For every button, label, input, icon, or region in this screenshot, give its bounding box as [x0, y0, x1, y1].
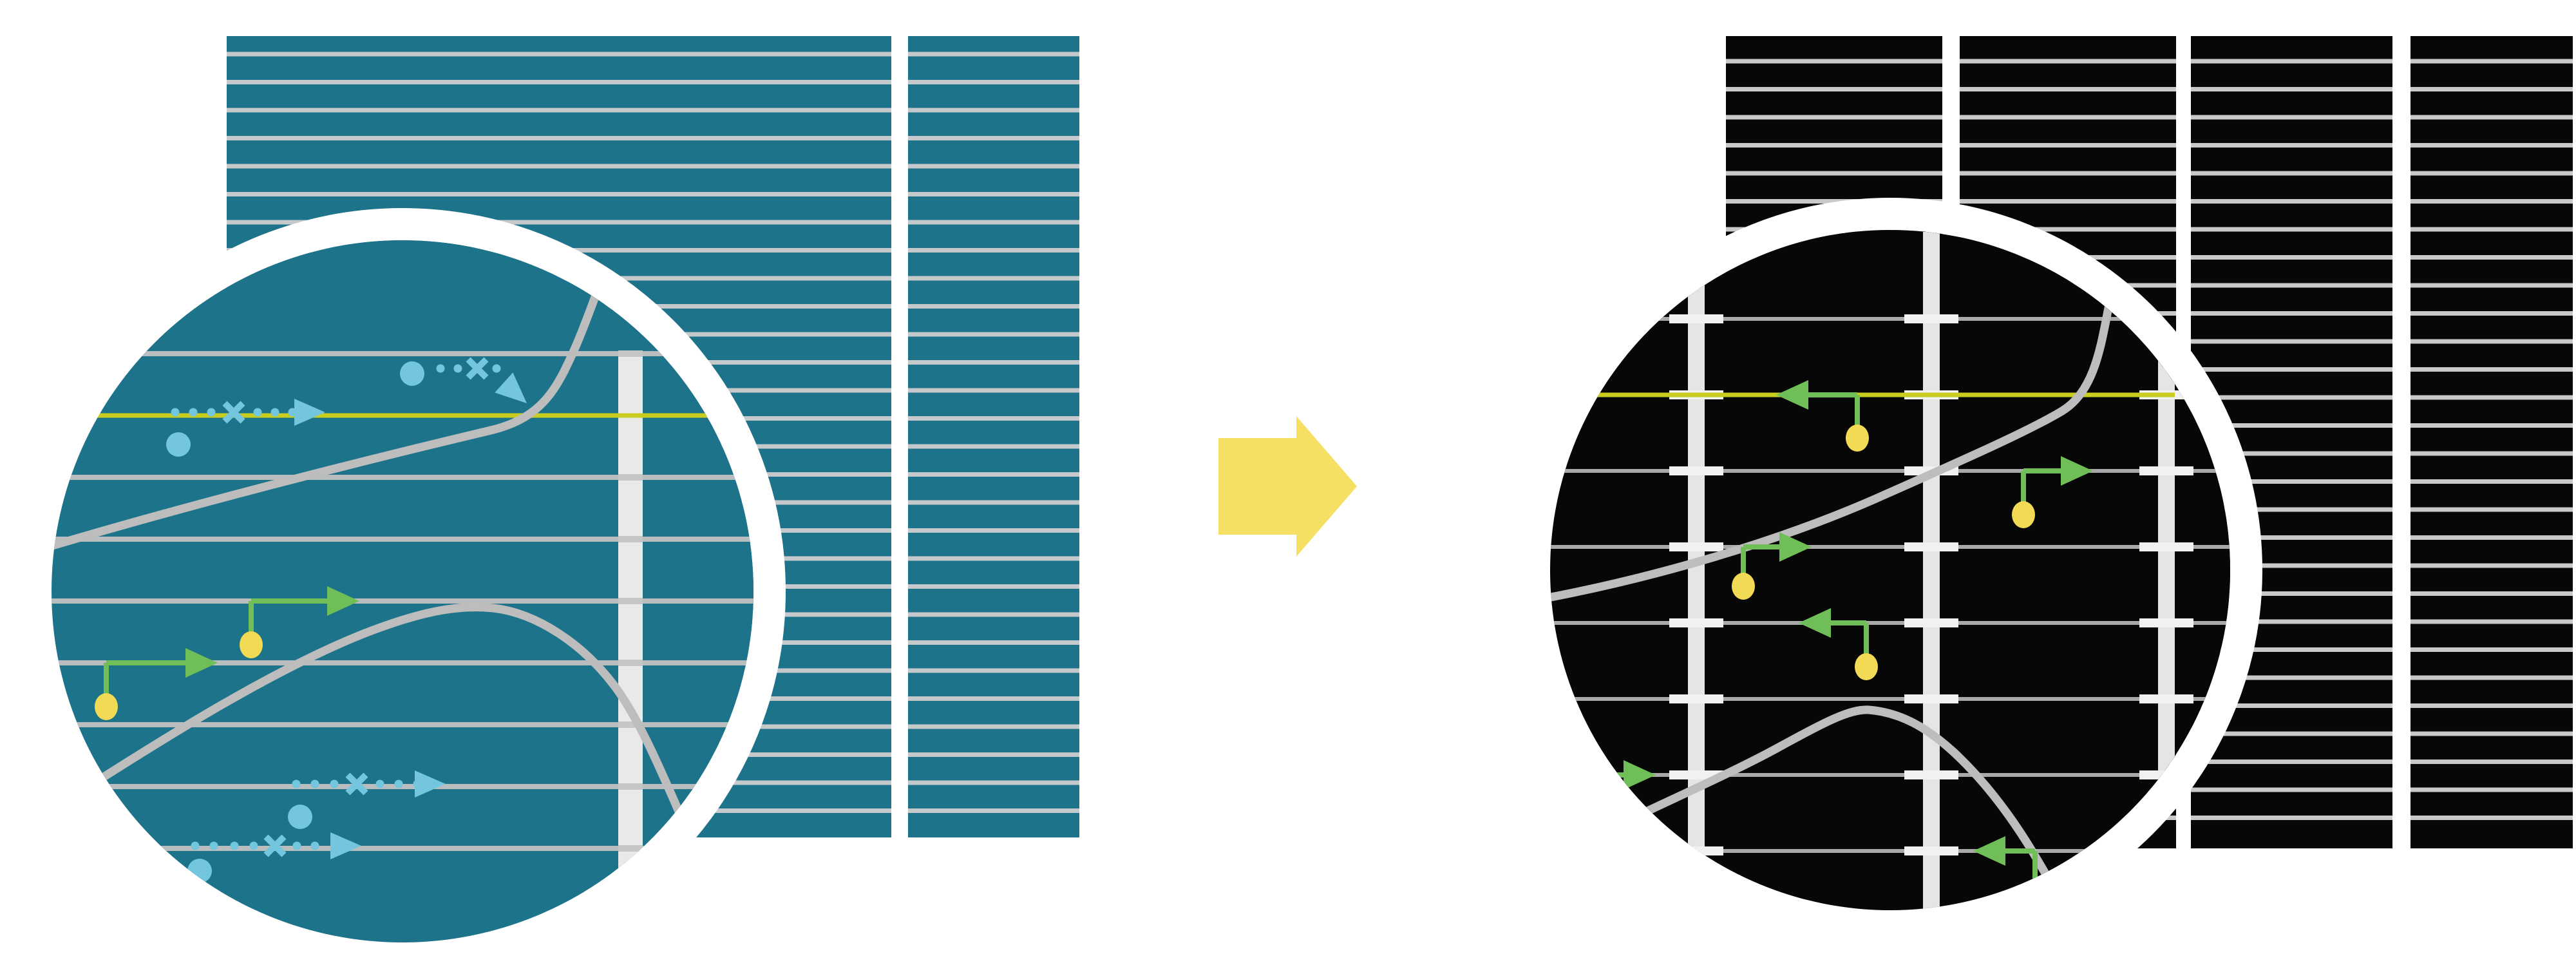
collected-carrier-arrow [1776, 380, 1869, 452]
arrowhead-icon [1779, 532, 1812, 562]
dotted-path-dot [310, 841, 319, 850]
magnifier-lens [1550, 230, 2230, 910]
carrier-dot-yellow [95, 693, 118, 720]
grain-boundary-line [52, 269, 609, 551]
busbar-tick [618, 598, 643, 604]
grain-boundary-line [1550, 271, 2119, 602]
arrowhead-icon [327, 586, 359, 616]
process-arrow-icon [1218, 416, 1357, 557]
recombination-x-icon [222, 401, 245, 424]
carrier-dot [400, 361, 424, 386]
carrier-dot-yellow [1732, 573, 1755, 600]
solder-pad [2139, 618, 2193, 627]
blocked-carrier-arrow [166, 399, 325, 457]
collected-carrier-arrow [1799, 608, 1878, 680]
busbar-tick [618, 845, 643, 852]
dotted-path-dot [436, 364, 445, 373]
solder-pad [2139, 542, 2193, 551]
solder-pad [1669, 694, 1723, 703]
arrowhead-icon [1776, 380, 1808, 410]
dotted-path-dot [191, 841, 200, 850]
carrier-dot-yellow [240, 631, 263, 658]
solder-pad [1904, 846, 1958, 855]
carrier-dot [288, 805, 312, 829]
collected-carrier-arrow [95, 648, 218, 720]
solder-pad [1669, 314, 1723, 323]
recombination-x-icon [466, 357, 489, 380]
solder-pad [1904, 694, 1958, 703]
process-arrow [1218, 416, 1357, 557]
cell-section [908, 36, 1079, 837]
busbar-tick [618, 660, 643, 666]
recombination-x-icon [466, 357, 489, 380]
dotted-path-dot [249, 841, 258, 850]
magnifier-before [19, 208, 786, 974]
dotted-path-dot [207, 408, 216, 417]
busbar-tick [618, 536, 643, 542]
dotted-path-dot [330, 779, 339, 788]
magnifier-ring [19, 208, 786, 974]
solder-pad [1904, 314, 1958, 323]
carrier-dot [166, 432, 191, 457]
arrowhead-icon [2061, 456, 2093, 486]
magnifier-after [1518, 198, 2262, 942]
blocked-carrier-arrow [288, 770, 446, 829]
dotted-path-dot [171, 408, 180, 417]
busbar [1688, 232, 1705, 910]
busbar [618, 354, 643, 942]
magnifier-ring [1518, 198, 2262, 942]
dotted-path-dot [292, 841, 301, 850]
dotted-path-dot [189, 408, 198, 417]
recombination-x-icon [345, 772, 368, 796]
collected-carrier-arrow [2012, 456, 2093, 528]
carrier-dot-yellow [1855, 653, 1878, 680]
busbar-tick [618, 350, 643, 357]
busbar-tick [618, 783, 643, 790]
solder-pad [1669, 618, 1723, 627]
dotted-path-dot [292, 779, 301, 788]
collected-carrier-arrow [240, 586, 359, 658]
carrier-dot-yellow [1846, 425, 1869, 452]
arrowhead-icon [185, 648, 218, 678]
recombination-x-icon [222, 401, 245, 424]
busbar [1923, 232, 1940, 910]
solder-pad [2139, 694, 2193, 703]
solder-pad [1669, 542, 1723, 551]
recombination-x-icon [345, 772, 368, 796]
arrowhead-icon [495, 372, 527, 403]
recombination-x-icon [263, 834, 287, 857]
arrowhead-icon [415, 770, 446, 797]
dotted-path-dot [375, 779, 384, 788]
dotted-path-dot [209, 841, 218, 850]
arrowhead-icon [1973, 836, 2005, 866]
blocked-carrier-arrow [187, 832, 361, 883]
solder-pad [1669, 466, 1723, 475]
busbar-tick [618, 474, 643, 481]
dotted-path-dot [492, 364, 501, 373]
dotted-path-dot [453, 364, 462, 373]
dotted-path-dot [394, 779, 403, 788]
solder-pad [2139, 466, 2193, 475]
carrier-dot-yellow [1575, 805, 1598, 832]
busbar-tick [618, 721, 643, 728]
recombination-x-icon [263, 834, 287, 857]
dotted-path-dot [270, 408, 279, 417]
cell-section [2410, 36, 2573, 848]
solder-pad [1904, 542, 1958, 551]
solder-pad [1904, 618, 1958, 627]
collected-carrier-arrow [1732, 532, 1812, 600]
arrowhead-icon [1624, 760, 1656, 790]
blocked-carrier-arrow [400, 357, 527, 403]
arrowhead-icon [1799, 608, 1831, 638]
dotted-path-dot [310, 779, 319, 788]
magnifier-lens [52, 240, 753, 942]
carrier-dot-yellow [2012, 501, 2035, 528]
dotted-path-dot [230, 841, 239, 850]
solder-pad [1904, 770, 1958, 779]
arrowhead-icon [294, 399, 325, 426]
dotted-path-dot [253, 408, 262, 417]
arrowhead-icon [330, 832, 361, 859]
